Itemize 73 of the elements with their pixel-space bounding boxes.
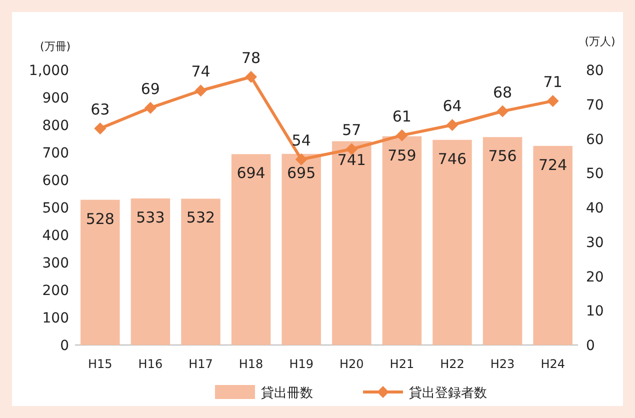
y-tick-label: 0 (60, 338, 69, 354)
bar (533, 146, 572, 345)
point (194, 84, 207, 97)
data-label: 63 (90, 100, 110, 118)
x-tick-label: H20 (340, 357, 364, 371)
point (94, 122, 106, 134)
y-tick-label: 900 (42, 90, 69, 106)
y2-tick-label: 80 (586, 63, 604, 79)
x-tick-label: H16 (138, 357, 163, 371)
y-tick-label: 200 (42, 283, 69, 299)
data-label: 759 (388, 146, 416, 164)
x-tick-label: H17 (188, 357, 213, 371)
data-label: 532 (186, 208, 216, 227)
data-label: 69 (140, 80, 160, 98)
bar (130, 198, 170, 345)
legend-label: 貸出冊数 (261, 386, 313, 401)
x-tick-label: H18 (238, 357, 264, 371)
data-label: 61 (392, 107, 412, 126)
data-label: 695 (287, 164, 316, 182)
point (144, 102, 156, 114)
x-tick-label: H21 (390, 357, 414, 371)
data-label: 694 (236, 164, 266, 182)
y-tick-label: 600 (42, 173, 69, 189)
bar (382, 136, 422, 345)
y2-tick-label: 20 (586, 269, 604, 286)
data-label: 746 (438, 150, 467, 168)
y-axis-title: (万冊) (40, 40, 71, 53)
y2-axis-title: (万人) (584, 35, 616, 48)
bar (332, 141, 372, 345)
point (546, 94, 559, 107)
y2-tick-label: 60 (586, 132, 604, 148)
y2-tick-label: 70 (586, 97, 604, 114)
point (396, 129, 408, 142)
data-label: 533 (136, 208, 165, 226)
data-label: 78 (242, 48, 261, 67)
y-tick-label: 300 (42, 256, 69, 272)
y-tick-label: 700 (42, 146, 69, 162)
data-label: 741 (337, 151, 366, 170)
point (245, 70, 258, 83)
x-tick-label: H19 (289, 357, 314, 371)
y2-tick-label: 0 (586, 338, 595, 354)
bar (231, 154, 271, 345)
y-tick-label: 500 (42, 200, 69, 216)
data-label: 528 (86, 210, 114, 228)
data-label: 71 (543, 72, 562, 91)
data-label: 724 (538, 156, 568, 174)
y-tick-label: 1,000 (28, 63, 69, 79)
y2-tick-label: 30 (586, 234, 604, 251)
bar (181, 198, 220, 345)
bar (80, 200, 120, 345)
point (496, 105, 509, 118)
y2-tick-label: 10 (586, 304, 604, 320)
data-label: 57 (342, 121, 362, 140)
x-tick-label: H24 (540, 357, 565, 371)
data-label: 756 (488, 147, 517, 166)
data-label: 74 (191, 62, 210, 81)
point (446, 119, 458, 131)
bar (482, 137, 522, 345)
x-tick-label: H15 (88, 357, 112, 371)
data-label: 68 (493, 83, 512, 102)
x-tick-label: H22 (440, 357, 464, 371)
y-tick-label: 800 (42, 118, 69, 134)
point (295, 153, 308, 166)
y-tick-label: 400 (42, 228, 69, 244)
bar (432, 140, 472, 345)
legend-label: 貸出登録者数 (409, 386, 487, 401)
bar (282, 154, 321, 345)
data-label: 64 (442, 97, 462, 115)
x-tick-label: H23 (490, 357, 515, 371)
y2-tick-label: 40 (586, 200, 604, 216)
y-tick-label: 100 (42, 310, 69, 326)
y2-tick-label: 50 (586, 166, 604, 182)
data-label: 54 (292, 131, 311, 150)
